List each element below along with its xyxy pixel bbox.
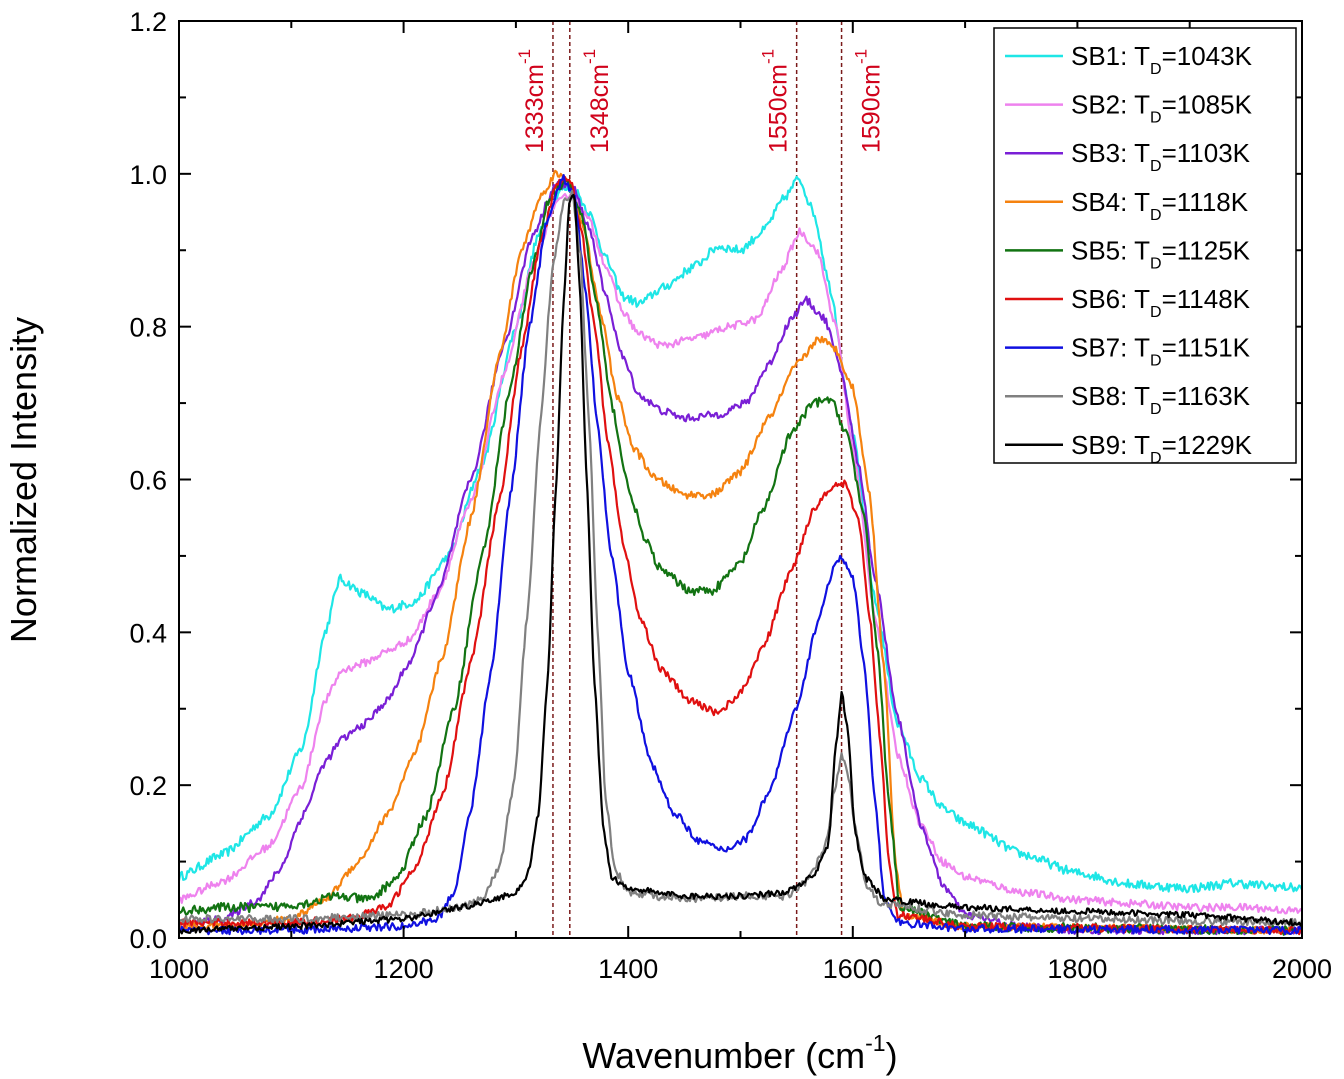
legend-label: SB2: TD=1085K (1071, 90, 1253, 127)
reference-lines (552, 21, 843, 938)
legend-label: SB5: TD=1125K (1071, 235, 1251, 272)
reference-labels: 1333cm-1 1348cm-1 1550cm-1 1590cm-1 (515, 49, 886, 153)
series-line-sb7 (179, 173, 1302, 936)
y-tick-label: 0.6 (129, 466, 167, 496)
x-tick-label: 1400 (598, 954, 658, 984)
series-line-sb6 (179, 175, 1302, 936)
axes: 1000 1200 1400 1600 1800 2000 0.0 0.2 0.4 0.6 0.8 1… (129, 7, 1332, 984)
series-line-sb2 (179, 192, 1302, 915)
legend-label: SB4: TD=1118K (1071, 187, 1249, 224)
y-tick-label: 1.2 (129, 7, 167, 37)
y-tick-label: 1.0 (129, 160, 167, 190)
legend-label: SB7: TD=1151K (1071, 333, 1251, 370)
x-tick-label: 2000 (1272, 954, 1332, 984)
y-tick-label: 0.8 (129, 313, 167, 343)
reference-label-1333: 1333cm-1 (515, 49, 549, 153)
series-line-sb1 (179, 175, 1302, 894)
legend-label: SB1: TD=1043K (1071, 41, 1253, 78)
y-tick-label: 0.4 (129, 618, 167, 648)
legend-label: SB8: TD=1163K (1071, 381, 1251, 418)
reference-label-1590: 1590cm-1 (852, 49, 886, 153)
y-axis-title: Normalized Intensity (3, 317, 44, 643)
series-group (179, 169, 1302, 936)
x-tick-label: 1200 (374, 954, 434, 984)
reference-label-1348: 1348cm-1 (580, 49, 614, 153)
series-line-sb8 (179, 189, 1302, 928)
x-tick-label: 1800 (1047, 954, 1107, 984)
reference-label-1550: 1550cm-1 (759, 49, 793, 153)
legend-box (993, 27, 1297, 464)
x-tick-label: 1600 (823, 954, 883, 984)
series-line-sb9 (179, 193, 1302, 935)
legend-label: SB9: TD=1229K (1071, 430, 1253, 467)
legend-label: SB6: TD=1148K (1071, 284, 1251, 321)
legend-label: SB3: TD=1103K (1071, 138, 1251, 175)
legend: SB1: TD=1043K SB2: TD=1085K SB3: TD=1103K S… (993, 27, 1297, 467)
y-tick-label: 0.0 (129, 924, 167, 954)
x-tick-label: 1000 (149, 954, 209, 984)
y-tick-label: 0.2 (129, 771, 167, 801)
x-axis-title: Wavenumber (cm-1) (582, 1030, 897, 1076)
